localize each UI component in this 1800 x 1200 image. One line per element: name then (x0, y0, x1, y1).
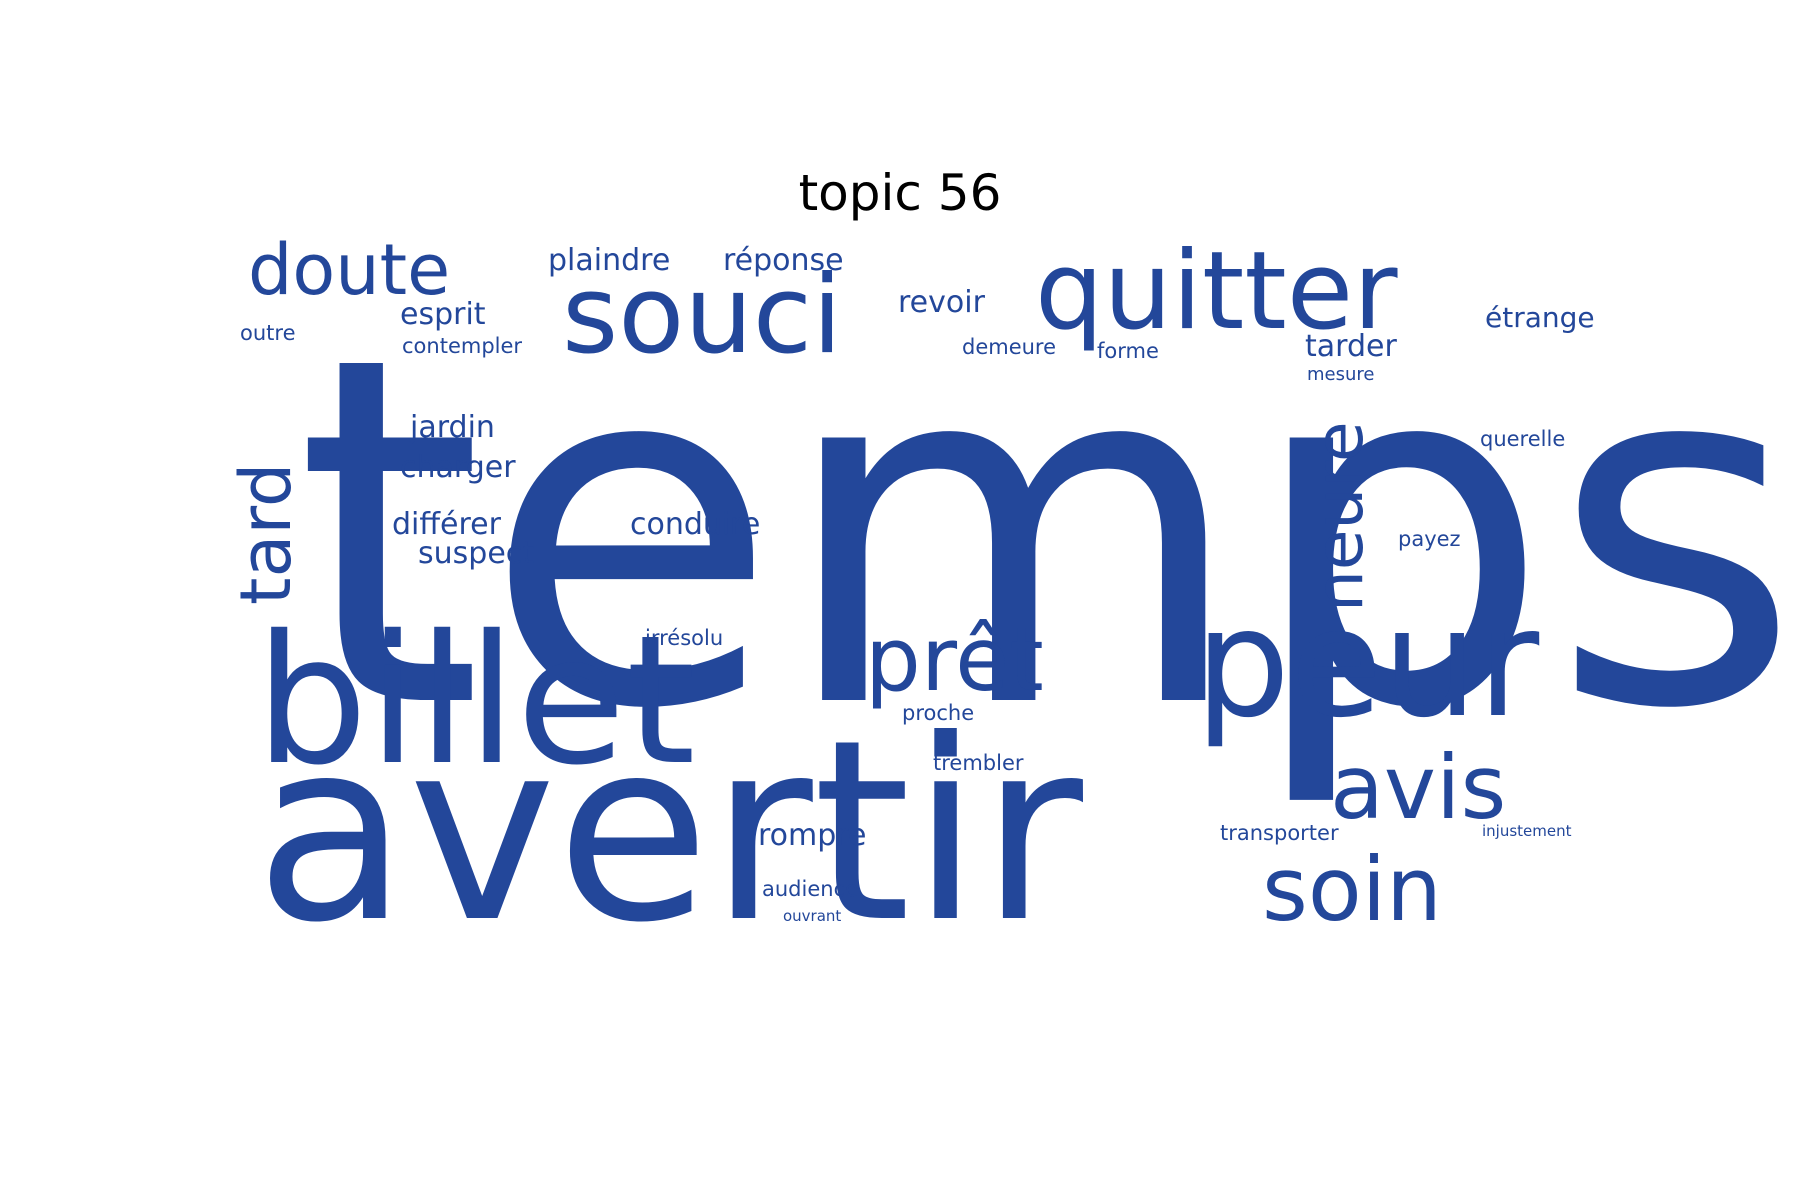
word-18: contempler (402, 334, 522, 358)
word-28: suspect (418, 536, 534, 571)
word-36: audience (762, 877, 858, 901)
word-35: injustement (1482, 822, 1572, 840)
chart-title: topic 56 (798, 164, 1002, 222)
word-33: rompre (758, 818, 866, 853)
word-21: tarder (1305, 329, 1397, 364)
word-19: demeure (962, 335, 1056, 359)
word-17: outre (240, 321, 295, 345)
word-13: réponse (723, 243, 844, 278)
word-22: mesure (1307, 364, 1374, 385)
word-0: temps (295, 255, 1800, 814)
word-14: revoir (898, 285, 986, 320)
word-26: différer (392, 507, 502, 542)
word-15: esprit (400, 297, 486, 332)
word-8: soin (1262, 838, 1442, 941)
word-24: charger (400, 450, 516, 485)
word-10: tard (225, 463, 307, 605)
word-20: forme (1097, 339, 1159, 363)
word-6: prêt (865, 608, 1044, 711)
word-29: payez (1398, 527, 1461, 551)
word-5: souci (562, 253, 842, 378)
word-2: billet (255, 597, 696, 804)
word-11: heure (1301, 421, 1378, 612)
word-27: conduire (630, 507, 760, 542)
word-37: ouvrant (783, 907, 841, 925)
word-1: avertir (255, 686, 1083, 977)
word-30: irrésolu (645, 626, 723, 650)
word-25: querelle (1480, 427, 1565, 451)
word-31: proche (902, 701, 974, 725)
word-12: plaindre (548, 243, 670, 278)
word-23: jardin (409, 410, 495, 445)
word-9: doute (248, 229, 450, 311)
word-34: transporter (1220, 821, 1339, 845)
word-32: trembler (933, 751, 1024, 775)
word-4: quitter (1035, 229, 1398, 354)
word-16: étrange (1485, 301, 1595, 334)
word-7: avis (1330, 736, 1506, 839)
word-3: peur (1195, 577, 1540, 751)
